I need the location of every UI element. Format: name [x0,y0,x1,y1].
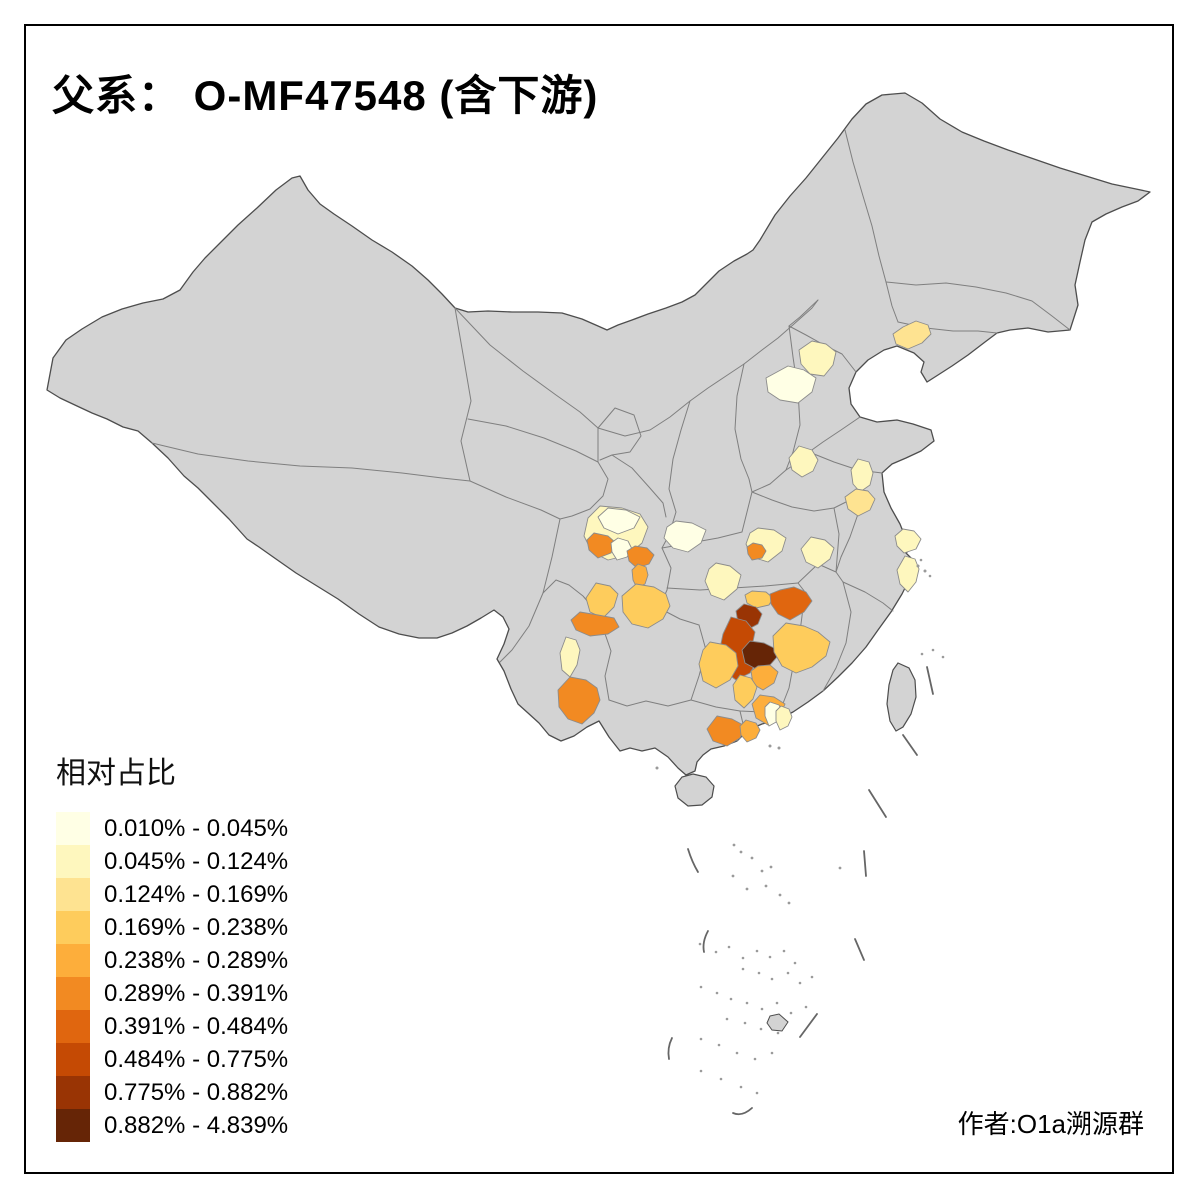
legend-swatch [56,977,90,1010]
map-region [663,520,707,553]
map-region [788,445,819,478]
legend-item: 0.124% - 0.169% [56,878,288,911]
map-region [800,536,835,569]
legend-item: 0.289% - 0.391% [56,977,288,1010]
map-region [559,636,581,678]
map-region [706,715,746,747]
legend-swatch [56,845,90,878]
legend-swatch [56,1043,90,1076]
taiwan-island [886,662,917,732]
map-region [892,320,932,350]
legend: 相对占比 0.010% - 0.045% 0.045% - 0.124% 0.1… [56,748,288,1142]
legend-label: 0.391% - 0.484% [104,1013,289,1040]
legend-item: 0.169% - 0.238% [56,911,288,944]
map-region [772,622,831,674]
map-region [894,528,922,554]
map-region [744,590,774,609]
sea-islet [766,1013,789,1032]
map-region [557,676,601,725]
south-china-sea-islands [655,558,945,1095]
legend-label: 0.045% - 0.124% [104,848,289,875]
map-region [570,611,620,637]
legend-label: 0.882% - 4.839% [104,1112,289,1139]
legend-item: 0.775% - 0.882% [56,1076,288,1109]
legend-label: 0.238% - 0.289% [104,947,289,974]
legend-item: 0.484% - 0.775% [56,1043,288,1076]
legend-swatch [56,878,90,911]
legend-label: 0.289% - 0.391% [104,980,289,1007]
legend-label: 0.124% - 0.169% [104,881,289,908]
map-region [896,555,920,593]
legend-label: 0.169% - 0.238% [104,914,289,941]
map-region [850,458,874,493]
maritime-boundary-dashes [667,666,934,1116]
map-region [775,705,793,731]
legend-swatch [56,1010,90,1043]
map-region [732,674,758,709]
legend-item: 0.045% - 0.124% [56,845,288,878]
colored-prefectures [557,320,932,747]
map-region [798,340,837,377]
legend-swatch [56,911,90,944]
legend-swatch [56,944,90,977]
legend-item: 0.882% - 4.839% [56,1109,288,1142]
map-region [739,719,761,743]
legend-swatch [56,812,90,845]
legend-label: 0.775% - 0.882% [104,1079,289,1106]
attribution-text: 作者:O1a溯源群 [957,1109,1144,1139]
map-region [610,537,633,561]
legend-item: 0.010% - 0.045% [56,812,288,845]
map-region [765,365,817,404]
legend-title: 相对占比 [56,757,176,790]
legend-label: 0.484% - 0.775% [104,1046,289,1073]
map-region [698,641,739,689]
legend-item: 0.391% - 0.484% [56,1010,288,1043]
map-region [586,532,617,559]
map-region [704,562,742,601]
legend-item: 0.238% - 0.289% [56,944,288,977]
map-region [769,586,813,621]
legend-swatch [56,1109,90,1142]
legend-label: 0.010% - 0.045% [104,815,289,842]
hainan-island [674,773,715,807]
map-region [621,583,671,629]
map-region [597,507,641,535]
legend-swatch [56,1076,90,1109]
map-region [585,582,619,619]
map-region [750,664,779,691]
map-region [844,488,876,517]
page-title: 父系： O-MF47548 (含下游) [52,72,599,119]
islands [674,662,917,1032]
map-region [746,542,767,561]
